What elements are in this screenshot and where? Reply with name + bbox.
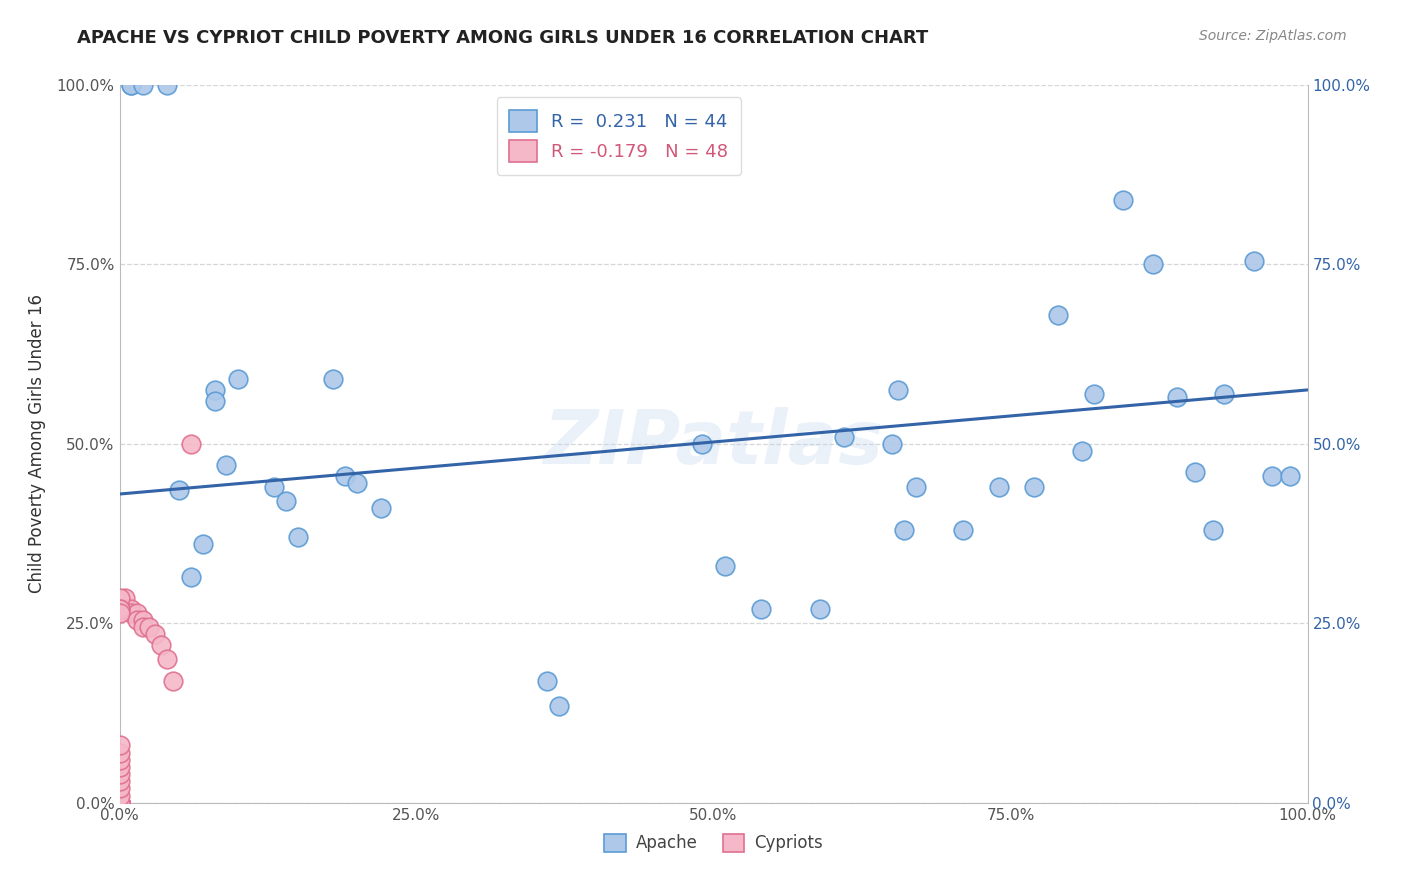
- Point: [108, 796, 131, 810]
- Point: [108, 796, 131, 810]
- Point: [120, 78, 142, 92]
- Point: [108, 796, 131, 810]
- Point: [1070, 444, 1092, 458]
- Point: [714, 558, 737, 573]
- Point: [191, 537, 214, 551]
- Point: [1112, 193, 1135, 207]
- Point: [108, 796, 131, 810]
- Point: [108, 796, 131, 810]
- Point: [749, 602, 772, 616]
- Point: [108, 602, 131, 616]
- Point: [274, 494, 297, 508]
- Point: [120, 78, 142, 92]
- Point: [108, 796, 131, 810]
- Point: [108, 774, 131, 789]
- Point: [880, 436, 903, 450]
- Point: [180, 436, 202, 450]
- Point: [132, 620, 155, 634]
- Point: [204, 383, 226, 397]
- Point: [108, 796, 131, 810]
- Point: [1201, 523, 1223, 537]
- Text: Source: ZipAtlas.com: Source: ZipAtlas.com: [1199, 29, 1347, 43]
- Point: [108, 796, 131, 810]
- Point: [204, 393, 226, 408]
- Point: [108, 760, 131, 774]
- Point: [108, 796, 131, 810]
- Point: [132, 78, 155, 92]
- Point: [263, 480, 285, 494]
- Point: [228, 372, 250, 386]
- Point: [127, 606, 149, 620]
- Text: ZIPatlas: ZIPatlas: [544, 408, 883, 480]
- Point: [108, 753, 131, 767]
- Point: [886, 383, 908, 397]
- Point: [108, 739, 131, 753]
- Point: [108, 796, 131, 810]
- Point: [832, 429, 855, 443]
- Point: [108, 781, 131, 796]
- Point: [167, 483, 190, 498]
- Point: [1047, 308, 1070, 322]
- Text: APACHE VS CYPRIOT CHILD POVERTY AMONG GIRLS UNDER 16 CORRELATION CHART: APACHE VS CYPRIOT CHILD POVERTY AMONG GI…: [77, 29, 928, 46]
- Point: [108, 796, 131, 810]
- Point: [156, 78, 179, 92]
- Point: [108, 595, 131, 609]
- Point: [108, 796, 131, 810]
- Y-axis label: Child Poverty Among Girls Under 16: Child Poverty Among Girls Under 16: [28, 294, 45, 593]
- Point: [138, 620, 160, 634]
- Point: [1261, 469, 1284, 483]
- Point: [287, 530, 309, 544]
- Point: [370, 501, 392, 516]
- Point: [108, 767, 131, 781]
- Point: [127, 613, 149, 627]
- Point: [108, 606, 131, 620]
- Point: [690, 436, 713, 450]
- Point: [215, 458, 238, 473]
- Point: [150, 638, 173, 652]
- Point: [108, 591, 131, 606]
- Point: [108, 602, 131, 616]
- Point: [162, 673, 184, 688]
- Point: [120, 602, 142, 616]
- Point: [108, 796, 131, 810]
- Point: [108, 789, 131, 803]
- Point: [1024, 480, 1046, 494]
- Point: [108, 796, 131, 810]
- Point: [132, 613, 155, 627]
- Point: [810, 602, 832, 616]
- Point: [536, 673, 558, 688]
- Point: [952, 523, 974, 537]
- Point: [108, 796, 131, 810]
- Point: [548, 698, 571, 713]
- Point: [346, 476, 368, 491]
- Point: [108, 595, 131, 609]
- Point: [1213, 386, 1236, 401]
- Point: [108, 746, 131, 760]
- Point: [108, 796, 131, 810]
- Point: [1278, 469, 1301, 483]
- Point: [1142, 257, 1164, 271]
- Point: [108, 796, 131, 810]
- Point: [987, 480, 1010, 494]
- Legend: Apache, Cypriots: Apache, Cypriots: [598, 827, 830, 859]
- Point: [120, 606, 142, 620]
- Point: [1166, 390, 1188, 404]
- Point: [108, 796, 131, 810]
- Point: [143, 627, 166, 641]
- Point: [180, 569, 202, 583]
- Point: [893, 523, 915, 537]
- Point: [108, 796, 131, 810]
- Point: [1184, 466, 1206, 480]
- Point: [904, 480, 927, 494]
- Point: [322, 372, 344, 386]
- Point: [335, 469, 357, 483]
- Point: [114, 591, 136, 606]
- Point: [108, 796, 131, 810]
- Point: [156, 652, 179, 666]
- Point: [114, 602, 136, 616]
- Point: [1243, 253, 1265, 268]
- Point: [1083, 386, 1105, 401]
